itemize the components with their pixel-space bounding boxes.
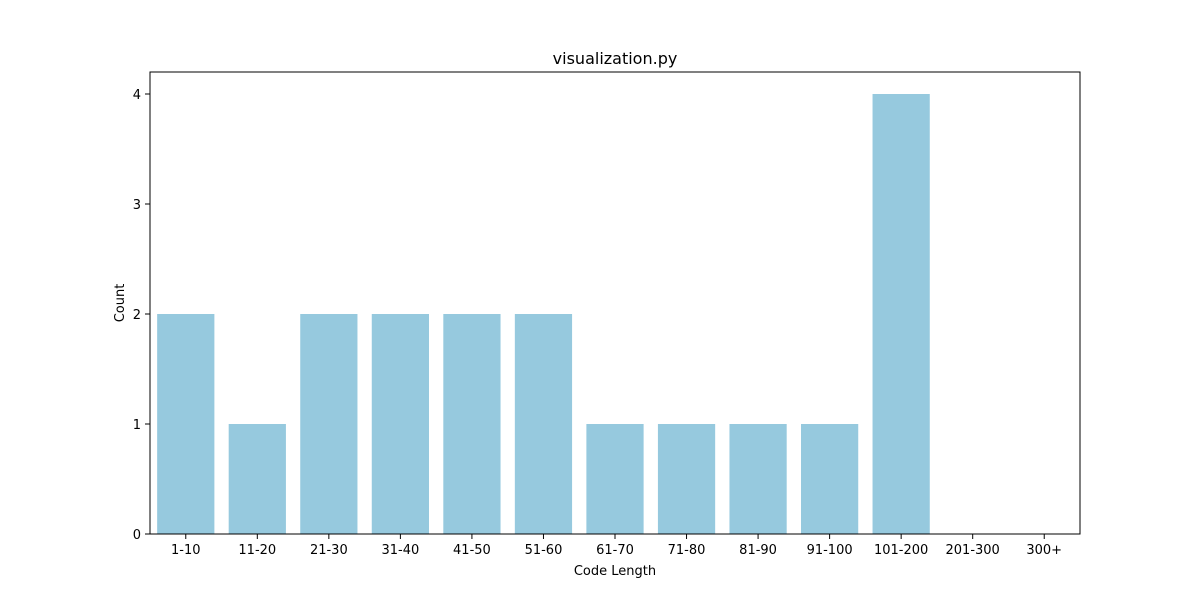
- bar-31-40: [371, 314, 429, 534]
- bar-1-10: [157, 314, 215, 534]
- x-tick-label: 81-90: [739, 543, 777, 558]
- x-tick-label: 21-30: [310, 543, 348, 558]
- x-tick-label: 31-40: [381, 543, 419, 558]
- bar-11-20: [228, 424, 286, 534]
- bar-91-100: [801, 424, 859, 534]
- bars-group: [157, 94, 930, 534]
- y-tick-label: 2: [133, 308, 141, 323]
- x-axis-label: Code Length: [574, 564, 656, 579]
- bar-81-90: [729, 424, 787, 534]
- y-tick-label: 3: [133, 198, 141, 213]
- y-tick-label: 4: [133, 88, 141, 103]
- bar-21-30: [300, 314, 358, 534]
- x-tick-label: 71-80: [668, 543, 706, 558]
- plot-area-frame: [149, 71, 1081, 535]
- x-tick-label: 11-20: [238, 543, 276, 558]
- chart-title: visualization.py: [553, 49, 678, 68]
- x-tick-label: 61-70: [596, 543, 634, 558]
- y-tick-label: 0: [133, 528, 141, 543]
- x-tick-label: 51-60: [525, 543, 563, 558]
- bar-51-60: [514, 314, 573, 534]
- bar-41-50: [443, 314, 501, 534]
- x-tick-label: 201-300: [946, 543, 1000, 558]
- bar-61-70: [586, 424, 644, 534]
- x-tick-label: 101-200: [874, 543, 928, 558]
- y-axis-ticks: 0 1 2 3 4: [133, 88, 150, 543]
- bar-71-80: [657, 424, 716, 534]
- x-tick-label: 1-10: [171, 543, 201, 558]
- bar-101-200: [872, 94, 930, 534]
- x-tick-label: 41-50: [453, 543, 491, 558]
- x-tick-label: 91-100: [807, 543, 853, 558]
- x-tick-label: 300+: [1026, 543, 1062, 558]
- y-axis-label: Count: [113, 284, 128, 323]
- y-tick-label: 1: [133, 418, 141, 433]
- x-axis-ticks: 1-10 11-20 21-30 31-40 41-50 51-60 61-70 71-80 8…: [171, 534, 1062, 558]
